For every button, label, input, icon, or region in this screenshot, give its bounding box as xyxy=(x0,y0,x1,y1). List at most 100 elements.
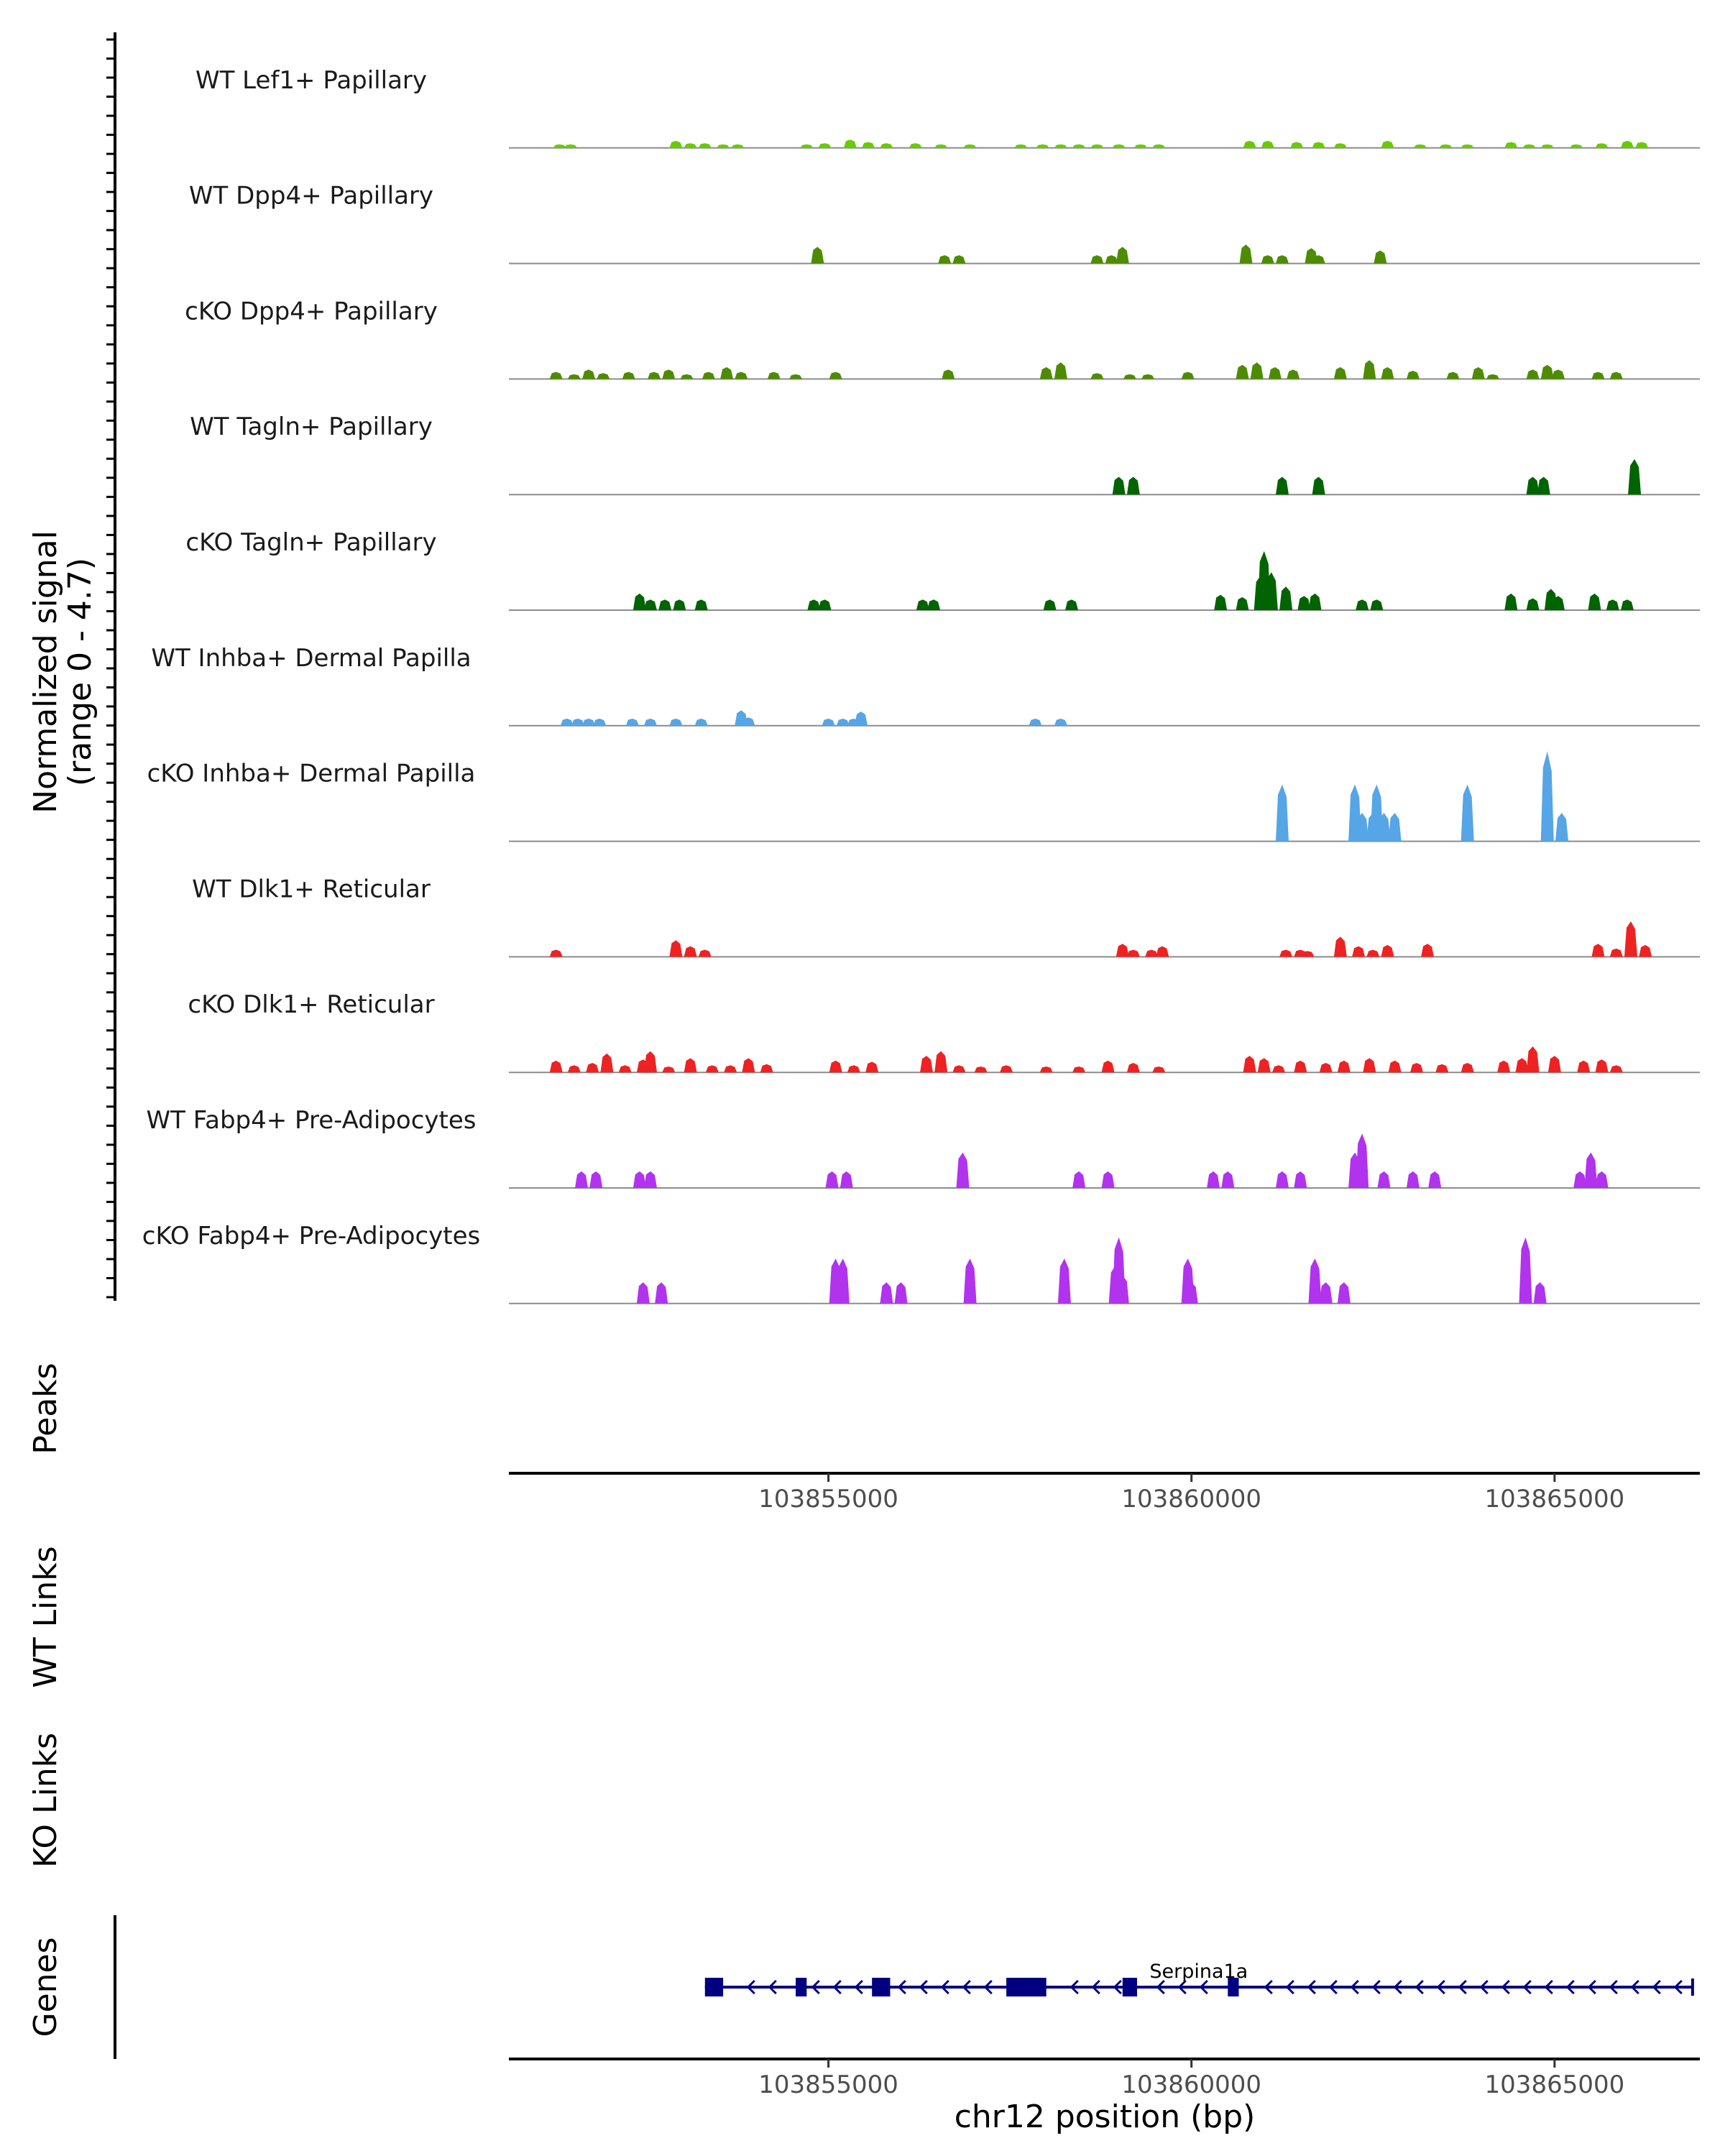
signal-peak xyxy=(658,599,672,610)
signal-peak xyxy=(1635,142,1649,148)
signal-peak xyxy=(1279,586,1293,610)
y-axis-title: Normalized signal xyxy=(27,530,64,814)
signal-peak xyxy=(1054,362,1067,379)
signal-peak xyxy=(1014,144,1028,148)
signal-peak xyxy=(1000,1065,1013,1073)
gene-exon xyxy=(704,1978,724,1996)
signal-peak xyxy=(1308,1258,1322,1304)
signal-peak xyxy=(927,599,941,610)
signal-peak xyxy=(1504,142,1518,148)
signal-peak xyxy=(1460,784,1474,842)
gene-exon xyxy=(1228,1978,1239,1996)
signal-peak xyxy=(1552,596,1565,610)
track-label: WT Dpp4+ Papillary xyxy=(189,182,433,211)
signal-peak xyxy=(1486,374,1499,379)
signal-peak xyxy=(1428,1171,1442,1188)
signal-peak xyxy=(1276,255,1289,264)
gene-exon xyxy=(872,1978,891,1996)
strand-arrow xyxy=(1609,1979,1618,1995)
signal-peak xyxy=(1533,1282,1547,1304)
strand-arrow xyxy=(1177,1979,1187,1995)
signal-peak xyxy=(1261,255,1274,264)
signal-peak xyxy=(1540,144,1554,148)
signal-peak xyxy=(1312,476,1325,495)
signal-peak xyxy=(724,1065,737,1073)
signal-peak xyxy=(1381,367,1394,379)
signal-peak xyxy=(1294,1060,1307,1073)
signal-peak xyxy=(1460,1063,1474,1073)
signal-peak xyxy=(1377,1171,1391,1188)
signal-peak xyxy=(952,255,966,264)
track-label: cKO Fabp4+ Pre-Adipocytes xyxy=(142,1222,481,1250)
signal-peak xyxy=(1276,1171,1289,1188)
signal-peak xyxy=(880,1282,893,1304)
signal-peak xyxy=(684,143,697,148)
strand-arrow xyxy=(1307,1979,1316,1995)
signal-peak xyxy=(1573,1171,1587,1188)
signal-peak xyxy=(1519,1237,1532,1304)
signal-peak xyxy=(1374,250,1387,264)
signal-peak xyxy=(567,374,581,379)
signal-peak xyxy=(1207,1171,1220,1188)
signal-peak xyxy=(1101,1171,1115,1188)
signal-peak xyxy=(1116,247,1129,264)
signal-peak xyxy=(1497,1060,1511,1073)
track-7: WT Dlk1+ Reticular xyxy=(192,875,1700,958)
signal-peak xyxy=(1515,1058,1529,1073)
signal-peak xyxy=(705,1065,719,1073)
signal-peak xyxy=(862,142,875,148)
signal-peak xyxy=(1043,599,1057,610)
signal-peak xyxy=(1105,255,1118,264)
signal-peak xyxy=(1290,142,1304,148)
strand-arrow xyxy=(1652,1979,1661,1995)
track-4: cKO Tagln+ Papillary xyxy=(185,528,1700,611)
track-10: cKO Fabp4+ Pre-Adipocytes xyxy=(142,1222,1700,1304)
genes-panel-title: Genes xyxy=(27,1937,64,2037)
signal-peak xyxy=(1250,362,1264,379)
signal-peak xyxy=(1112,476,1126,495)
signal-peak xyxy=(1621,140,1634,148)
signal-peak xyxy=(669,940,683,957)
signal-peak xyxy=(1101,1060,1115,1073)
signal-peak xyxy=(1414,144,1427,148)
signal-peak xyxy=(632,1171,646,1188)
track-label: cKO Dpp4+ Papillary xyxy=(185,297,438,326)
signal-peak xyxy=(731,144,745,148)
signal-peak xyxy=(1609,948,1623,957)
x-tick-label: 103865000 xyxy=(1485,1485,1625,1514)
signal-peak xyxy=(1243,1056,1256,1073)
signal-peak xyxy=(822,718,835,726)
signal-peak xyxy=(1471,367,1485,379)
signal-peak xyxy=(1072,1171,1086,1188)
x-tick-label: 103865000 xyxy=(1485,2070,1625,2099)
signal-peak xyxy=(564,144,577,148)
signal-peak xyxy=(1446,372,1460,379)
signal-peak xyxy=(1152,144,1166,148)
signal-peak xyxy=(1537,476,1550,495)
signal-peak xyxy=(934,1051,948,1073)
signal-peak xyxy=(934,144,948,148)
signal-peak xyxy=(1057,1258,1071,1304)
strand-arrow xyxy=(1673,1979,1683,1995)
signal-peak xyxy=(952,1065,966,1073)
signal-peak xyxy=(702,372,715,379)
signal-peak xyxy=(694,718,708,726)
strand-arrow xyxy=(1544,1979,1553,1995)
signal-peak xyxy=(1577,1060,1591,1073)
gene-exon xyxy=(1006,1978,1046,1996)
strand-arrow xyxy=(1264,1979,1273,1995)
signal-peak xyxy=(1595,1059,1609,1073)
signal-peak xyxy=(1595,1171,1609,1188)
strand-arrow xyxy=(811,1979,820,1995)
track-label: WT Tagln+ Papillary xyxy=(190,413,433,441)
signal-peak xyxy=(1504,593,1518,610)
signal-peak xyxy=(1363,1058,1376,1073)
signal-peak xyxy=(1236,364,1249,379)
x-tick-label: 103860000 xyxy=(1121,2070,1261,2099)
signal-peak xyxy=(600,1053,614,1073)
signal-peak xyxy=(818,143,832,148)
signal-peak xyxy=(1261,140,1274,148)
signal-peak xyxy=(1540,364,1554,379)
signal-peak xyxy=(1112,144,1126,148)
